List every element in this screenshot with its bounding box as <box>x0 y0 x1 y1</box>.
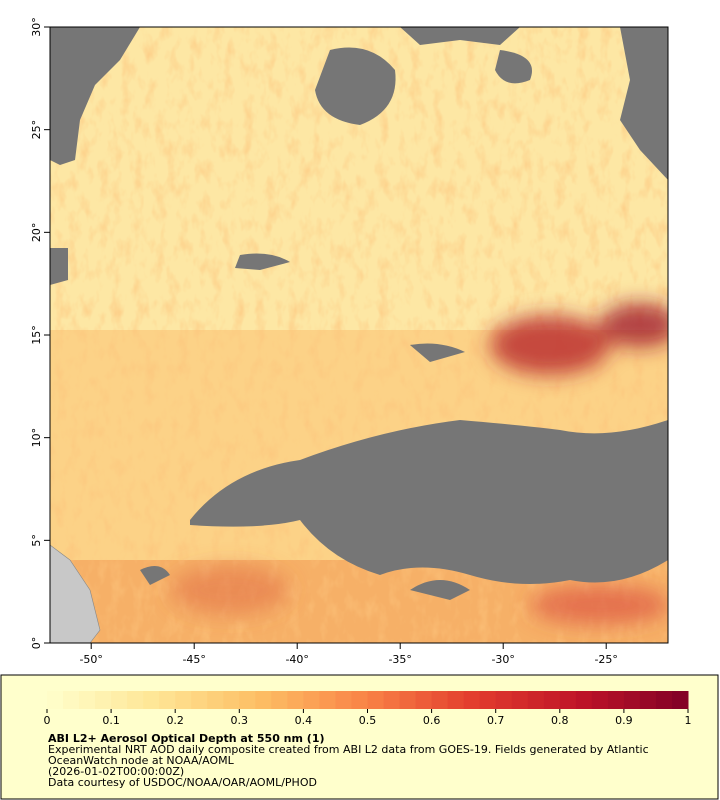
colorbar-swatch <box>495 691 513 709</box>
map-raster <box>50 27 668 643</box>
colorbar-tick-label: 0.1 <box>102 714 120 727</box>
colorbar-tick-label: 0.4 <box>295 714 313 727</box>
colorbar-swatch <box>63 691 80 709</box>
colorbar-swatch <box>127 691 144 709</box>
axes: -50° -45° -40° -35° -30° -25° 0° 5° 10° 15° 20° 25°… <box>30 17 618 666</box>
legend-line: OceanWatch node at NOAA/AOML <box>48 754 235 767</box>
colorbar-swatch <box>79 691 96 709</box>
colorbar-swatch <box>623 691 641 709</box>
colorbar-swatch <box>463 691 481 709</box>
x-tick-label: -30° <box>491 653 514 666</box>
colorbar-swatch <box>367 691 385 709</box>
colorbar-swatch <box>159 691 176 709</box>
colorbar-swatch <box>111 691 128 709</box>
colorbar-swatch <box>527 691 545 709</box>
colorbar-swatch <box>271 691 288 709</box>
colorbar-swatch <box>415 691 433 709</box>
legend-title: ABI L2+ Aerosol Optical Depth at 550 nm … <box>48 732 325 745</box>
x-tick-label: -50° <box>79 653 102 666</box>
colorbar-swatch <box>591 691 609 709</box>
legend-line: Experimental NRT AOD daily composite cre… <box>48 743 649 756</box>
colorbar-swatch <box>383 691 401 709</box>
y-tick-label: 15° <box>30 325 43 345</box>
y-tick-label: 0° <box>30 637 43 650</box>
y-tick-label: 5° <box>30 534 43 547</box>
colorbar-tick-label: 0.8 <box>551 714 569 727</box>
no-data-areas <box>50 27 668 600</box>
x-tick-label: -25° <box>594 653 617 666</box>
colorbar-swatch <box>399 691 417 709</box>
colorbar: 0 0.1 0.2 0.3 0.4 0.5 0.6 0.7 0.8 0.9 1 <box>44 691 692 727</box>
y-tick-label: 20° <box>30 223 43 243</box>
colorbar-tick-label: 0.3 <box>231 714 249 727</box>
colorbar-swatch <box>223 691 240 709</box>
colorbar-swatch <box>143 691 160 709</box>
legend-line: (2026-01-02T00:00:00Z) <box>48 765 184 778</box>
colorbar-swatch <box>191 691 208 709</box>
colorbar-swatch <box>239 691 256 709</box>
colorbar-tick-label: 0.6 <box>423 714 441 727</box>
colorbar-swatch <box>639 691 657 709</box>
colorbar-swatch <box>287 691 304 709</box>
colorbar-tick-label: 1 <box>685 714 692 727</box>
colorbar-swatch <box>607 691 625 709</box>
x-tick-label: -45° <box>182 653 205 666</box>
y-tick-label: 30° <box>30 17 43 37</box>
colorbar-tick-label: 0.7 <box>487 714 505 727</box>
colorbar-swatch <box>47 691 64 709</box>
colorbar-swatch <box>335 691 352 709</box>
colorbar-swatch <box>95 691 112 709</box>
colorbar-tick-label: 0.5 <box>359 714 377 727</box>
colorbar-swatch <box>319 691 336 709</box>
colorbar-swatch <box>303 691 320 709</box>
colorbar-swatch <box>207 691 224 709</box>
colorbar-swatch <box>655 691 673 709</box>
colorbar-swatch <box>543 691 561 709</box>
colorbar-swatch <box>351 691 368 709</box>
colorbar-swatch <box>255 691 272 709</box>
colorbar-swatch <box>559 691 577 709</box>
colorbar-swatch <box>175 691 192 709</box>
colorbar-tick-label: 0.2 <box>166 714 184 727</box>
colorbar-tick-label: 0 <box>44 714 51 727</box>
colorbar-swatch <box>431 691 449 709</box>
legend-line: Data courtesy of USDOC/NOAA/OAR/AOML/PHO… <box>48 776 317 789</box>
x-tick-label: -35° <box>388 653 411 666</box>
y-tick-label: 25° <box>30 120 43 140</box>
colorbar-tick-label: 0.9 <box>615 714 633 727</box>
colorbar-swatch <box>671 691 689 709</box>
land <box>50 544 101 643</box>
colorbar-swatch <box>575 691 593 709</box>
colorbar-swatch <box>447 691 465 709</box>
x-tick-label: -40° <box>285 653 308 666</box>
colorbar-swatch <box>511 691 529 709</box>
colorbar-swatch <box>479 691 497 709</box>
y-tick-label: 10° <box>30 428 43 448</box>
